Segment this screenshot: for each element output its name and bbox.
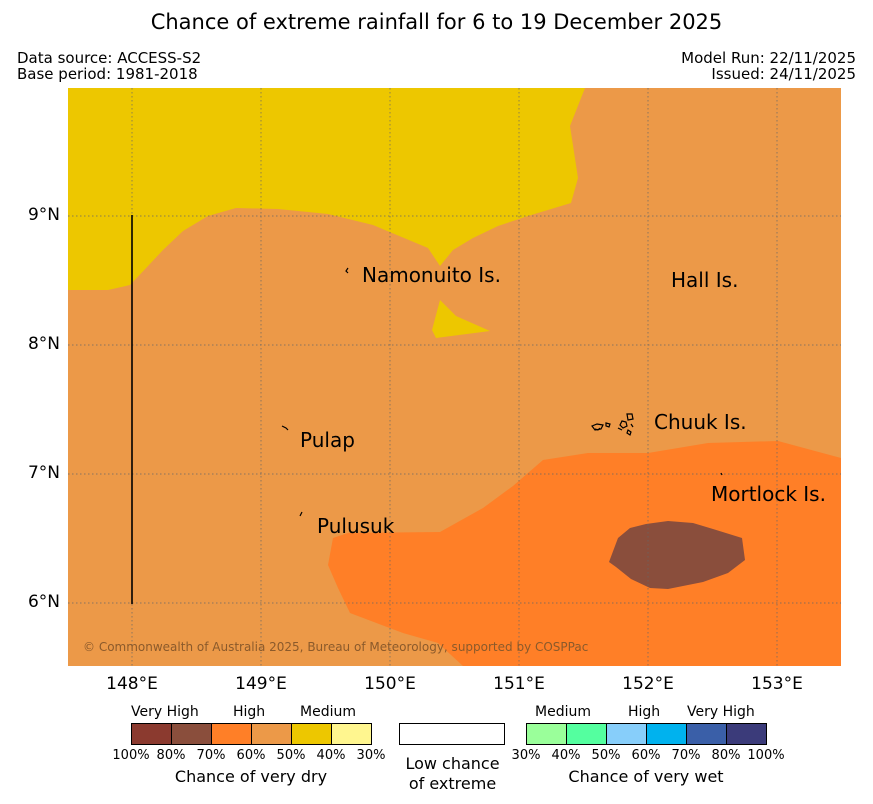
very-high-dry-region xyxy=(328,441,841,666)
legend-wet-very-high: Very High xyxy=(687,704,755,720)
legend-wet-tick-1: 40% xyxy=(551,748,581,763)
legend-dry-swatch-3 xyxy=(211,723,252,745)
map-title: Chance of extreme rainfall for 6 to 19 D… xyxy=(150,10,723,34)
medium-chance-patch xyxy=(432,300,490,338)
legend-dry-very-high: Very High xyxy=(131,704,199,720)
legend-wet-swatch-1 xyxy=(526,723,567,745)
graticule xyxy=(68,88,841,666)
legend-neutral-swatch xyxy=(399,723,505,745)
pulap-island-shape xyxy=(281,425,289,431)
legend-dry-tick-6: 30% xyxy=(356,748,386,763)
chuuk-islands-shape xyxy=(591,413,634,436)
lat-label-8n: 8°N xyxy=(27,334,60,354)
legend-dry-swatch-4 xyxy=(251,723,292,745)
model-run: Model Run: 22/11/2025 xyxy=(681,49,856,67)
lon-label-148e: 148°E xyxy=(106,674,158,694)
legend-dry-swatch-6 xyxy=(331,723,372,745)
legend-wet-high: High xyxy=(628,704,661,720)
legend-dry-tick-5: 40% xyxy=(316,748,346,763)
lon-label-152e: 152°E xyxy=(622,674,674,694)
legend-wet-medium: Medium xyxy=(535,704,591,720)
legend-dry-tick-0: 100% xyxy=(112,748,150,763)
data-source: Data source: ACCESS-S2 xyxy=(17,49,202,67)
legend-wet-tick-5: 80% xyxy=(711,748,741,763)
lon-label-150e: 150°E xyxy=(364,674,416,694)
pulusuk-island-shape xyxy=(299,511,303,517)
legend-wet-tick-2: 50% xyxy=(591,748,621,763)
lon-label-151e: 151°E xyxy=(493,674,545,694)
legend-wet-swatch-4 xyxy=(646,723,687,745)
copyright-notice: © Commonwealth of Australia 2025, Bureau… xyxy=(83,640,589,654)
label-namonuito: Namonuito Is. xyxy=(362,263,501,287)
legend-wet-tick-6: 100% xyxy=(747,748,785,763)
islands xyxy=(281,267,723,517)
legend-dry-tick-4: 50% xyxy=(276,748,306,763)
run-info: Model Run: 22/11/2025 Issued: 24/11/2025 xyxy=(681,50,856,82)
medium-chance-region xyxy=(68,88,585,290)
legend-dry-medium: Medium xyxy=(300,704,356,720)
legend-dry-high: High xyxy=(233,704,266,720)
label-pulusuk: Pulusuk xyxy=(317,514,395,538)
legend-dry-swatch-2 xyxy=(171,723,212,745)
source-info: Data source: ACCESS-S2 Base period: 1981… xyxy=(17,50,201,82)
lat-label-9n: 9°N xyxy=(27,205,60,225)
label-pulap: Pulap xyxy=(300,428,355,452)
base-period: Base period: 1981-2018 xyxy=(17,65,198,83)
extreme-dry-core xyxy=(609,521,745,589)
legend-neutral-line2: of extreme xyxy=(408,774,497,793)
legend-dry-title: Chance of very dry xyxy=(174,767,328,786)
lat-label-7n: 7°N xyxy=(27,463,60,483)
label-hall: Hall Is. xyxy=(671,268,739,292)
rainfall-map xyxy=(68,88,841,666)
legend-wet-swatch-3 xyxy=(606,723,647,745)
issued-date: Issued: 24/11/2025 xyxy=(711,65,856,83)
legend-wet-swatch-2 xyxy=(566,723,607,745)
legend-wet-tick-4: 70% xyxy=(671,748,701,763)
legend-dry-tick-3: 60% xyxy=(236,748,266,763)
legend-wet-title: Chance of very wet xyxy=(568,767,724,786)
legend-neutral-line1: Low chance xyxy=(405,754,500,773)
legend-dry-swatch-1 xyxy=(131,723,172,745)
legend-dry-swatch-5 xyxy=(291,723,332,745)
legend-wet-swatch-5 xyxy=(686,723,727,745)
namonuito-island-shape xyxy=(345,267,349,274)
lon-label-153e: 153°E xyxy=(751,674,803,694)
lat-label-6n: 6°N xyxy=(27,592,60,612)
legend-dry-tick-2: 70% xyxy=(196,748,226,763)
legend-wet-tick-0: 30% xyxy=(511,748,541,763)
legend-wet-swatch-6 xyxy=(726,723,767,745)
legend-wet-tick-3: 60% xyxy=(631,748,661,763)
mortlock-island-shape xyxy=(720,472,723,476)
legend-dry-tick-1: 80% xyxy=(156,748,186,763)
label-mortlock: Mortlock Is. xyxy=(711,482,826,506)
lon-label-149e: 149°E xyxy=(235,674,287,694)
label-chuuk: Chuuk Is. xyxy=(654,410,747,434)
